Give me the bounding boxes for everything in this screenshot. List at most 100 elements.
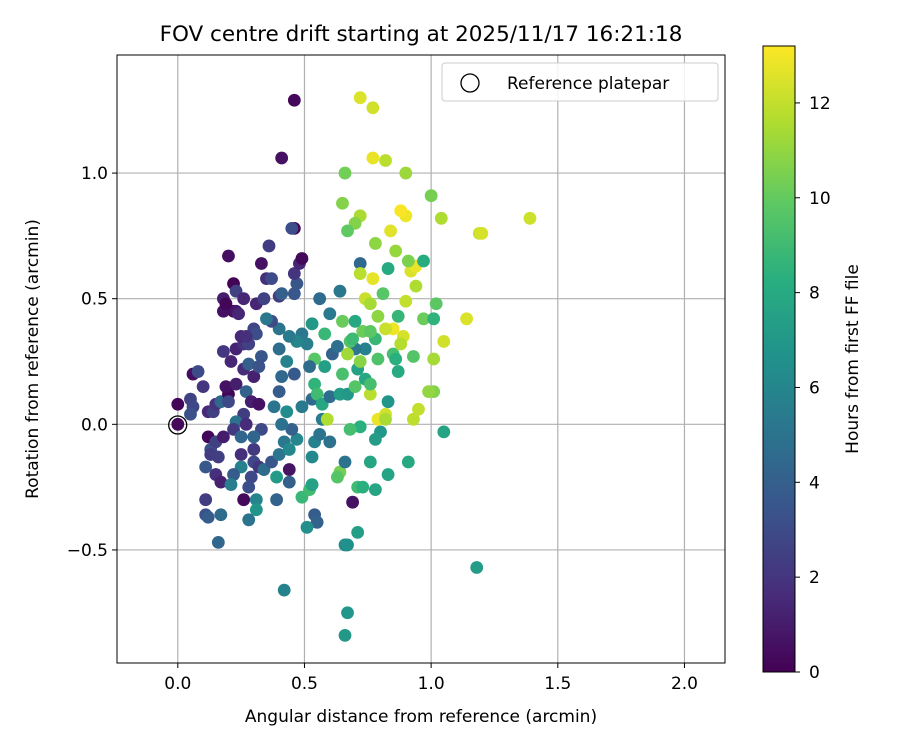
data-point	[353, 267, 367, 280]
data-point	[363, 455, 377, 469]
data-point	[252, 360, 266, 373]
data-point	[475, 226, 489, 240]
data-point	[348, 314, 362, 328]
data-point	[336, 196, 349, 210]
data-point	[353, 91, 367, 105]
colorbar-gradient	[762, 45, 796, 673]
data-point	[336, 314, 349, 328]
data-point	[219, 380, 233, 394]
x-axis-ticks: 0.0 0.5 1.0 1.5 2.0	[164, 663, 698, 694]
data-point	[470, 561, 484, 574]
data-point	[417, 254, 430, 268]
data-point	[282, 443, 296, 456]
data-point	[348, 380, 362, 394]
data-point	[287, 287, 301, 301]
data-point	[255, 257, 268, 270]
data-point	[407, 350, 420, 363]
y-axis-label: Rotation from reference (arcmin)	[23, 219, 43, 499]
data-point	[242, 513, 256, 527]
data-point	[371, 309, 385, 323]
data-point	[275, 287, 289, 301]
data-point	[214, 475, 228, 489]
data-point	[391, 365, 405, 378]
data-point	[234, 448, 248, 461]
data-point	[300, 520, 314, 534]
data-point	[341, 538, 354, 552]
data-point	[381, 395, 395, 409]
data-point	[224, 355, 238, 368]
data-point	[287, 267, 301, 280]
data-point	[171, 397, 185, 411]
legend: Reference platepar	[441, 62, 719, 102]
data-point	[336, 367, 349, 381]
data-point	[191, 365, 205, 378]
data-point	[417, 312, 430, 326]
data-point	[437, 425, 451, 439]
data-point	[407, 412, 420, 426]
data-point	[272, 342, 286, 356]
data-point	[363, 297, 377, 311]
data-point	[437, 335, 451, 348]
data-point	[369, 483, 382, 497]
data-point	[351, 525, 365, 539]
data-point	[313, 427, 327, 441]
data-point	[171, 417, 185, 431]
data-point	[318, 327, 332, 341]
x-tick-label: 0.5	[291, 674, 318, 694]
data-point	[224, 478, 238, 492]
data-point	[369, 237, 382, 250]
data-point	[343, 422, 357, 436]
data-point	[366, 272, 380, 286]
data-point	[427, 312, 441, 326]
data-point	[275, 417, 289, 431]
data-point	[308, 377, 321, 391]
data-point	[249, 503, 263, 517]
data-point	[222, 395, 235, 409]
data-point	[381, 468, 395, 481]
data-point	[199, 493, 213, 507]
y-tick-label: 1.0	[81, 164, 108, 184]
data-point	[434, 211, 448, 225]
y-tick-label: 0.5	[81, 290, 108, 310]
data-point	[290, 432, 304, 446]
data-point	[295, 400, 309, 414]
x-tick-label: 0.0	[164, 674, 191, 694]
data-point	[399, 166, 413, 180]
data-point	[270, 470, 283, 484]
plot-frame	[116, 54, 726, 664]
data-point	[219, 297, 233, 311]
data-point	[211, 536, 225, 549]
y-axis-ticks: −0.5 0.0 0.5 1.0	[67, 164, 117, 561]
data-point	[211, 450, 225, 464]
data-point	[287, 367, 301, 381]
data-point	[242, 357, 256, 371]
data-point	[523, 211, 537, 225]
colorbar-tick-label: 0	[809, 663, 820, 683]
data-point	[272, 448, 286, 461]
data-point	[323, 390, 337, 404]
data-point	[381, 262, 395, 275]
colorbar-label: Hours from first FF file	[843, 264, 863, 454]
data-point	[422, 385, 435, 399]
data-point	[260, 312, 273, 326]
data-point	[338, 628, 352, 642]
data-point	[239, 329, 253, 343]
data-point	[401, 455, 415, 469]
data-point	[346, 332, 359, 346]
data-point	[401, 254, 415, 268]
data-point	[394, 337, 408, 351]
data-point	[265, 272, 278, 286]
data-point	[341, 347, 354, 361]
data-point	[353, 355, 367, 368]
data-point	[310, 387, 324, 401]
data-point	[252, 397, 266, 411]
colorbar-tick-label: 12	[809, 94, 831, 114]
colorbar: 0 2 4 6 8 10 12 Hours from first FF file	[762, 45, 863, 683]
data-point	[222, 249, 235, 263]
data-point	[229, 377, 243, 391]
data-point	[277, 583, 291, 597]
legend-label: Reference platepar	[507, 74, 669, 94]
data-point	[333, 284, 347, 298]
x-axis-label: Angular distance from reference (arcmin)	[245, 707, 597, 727]
data-point	[346, 495, 359, 509]
